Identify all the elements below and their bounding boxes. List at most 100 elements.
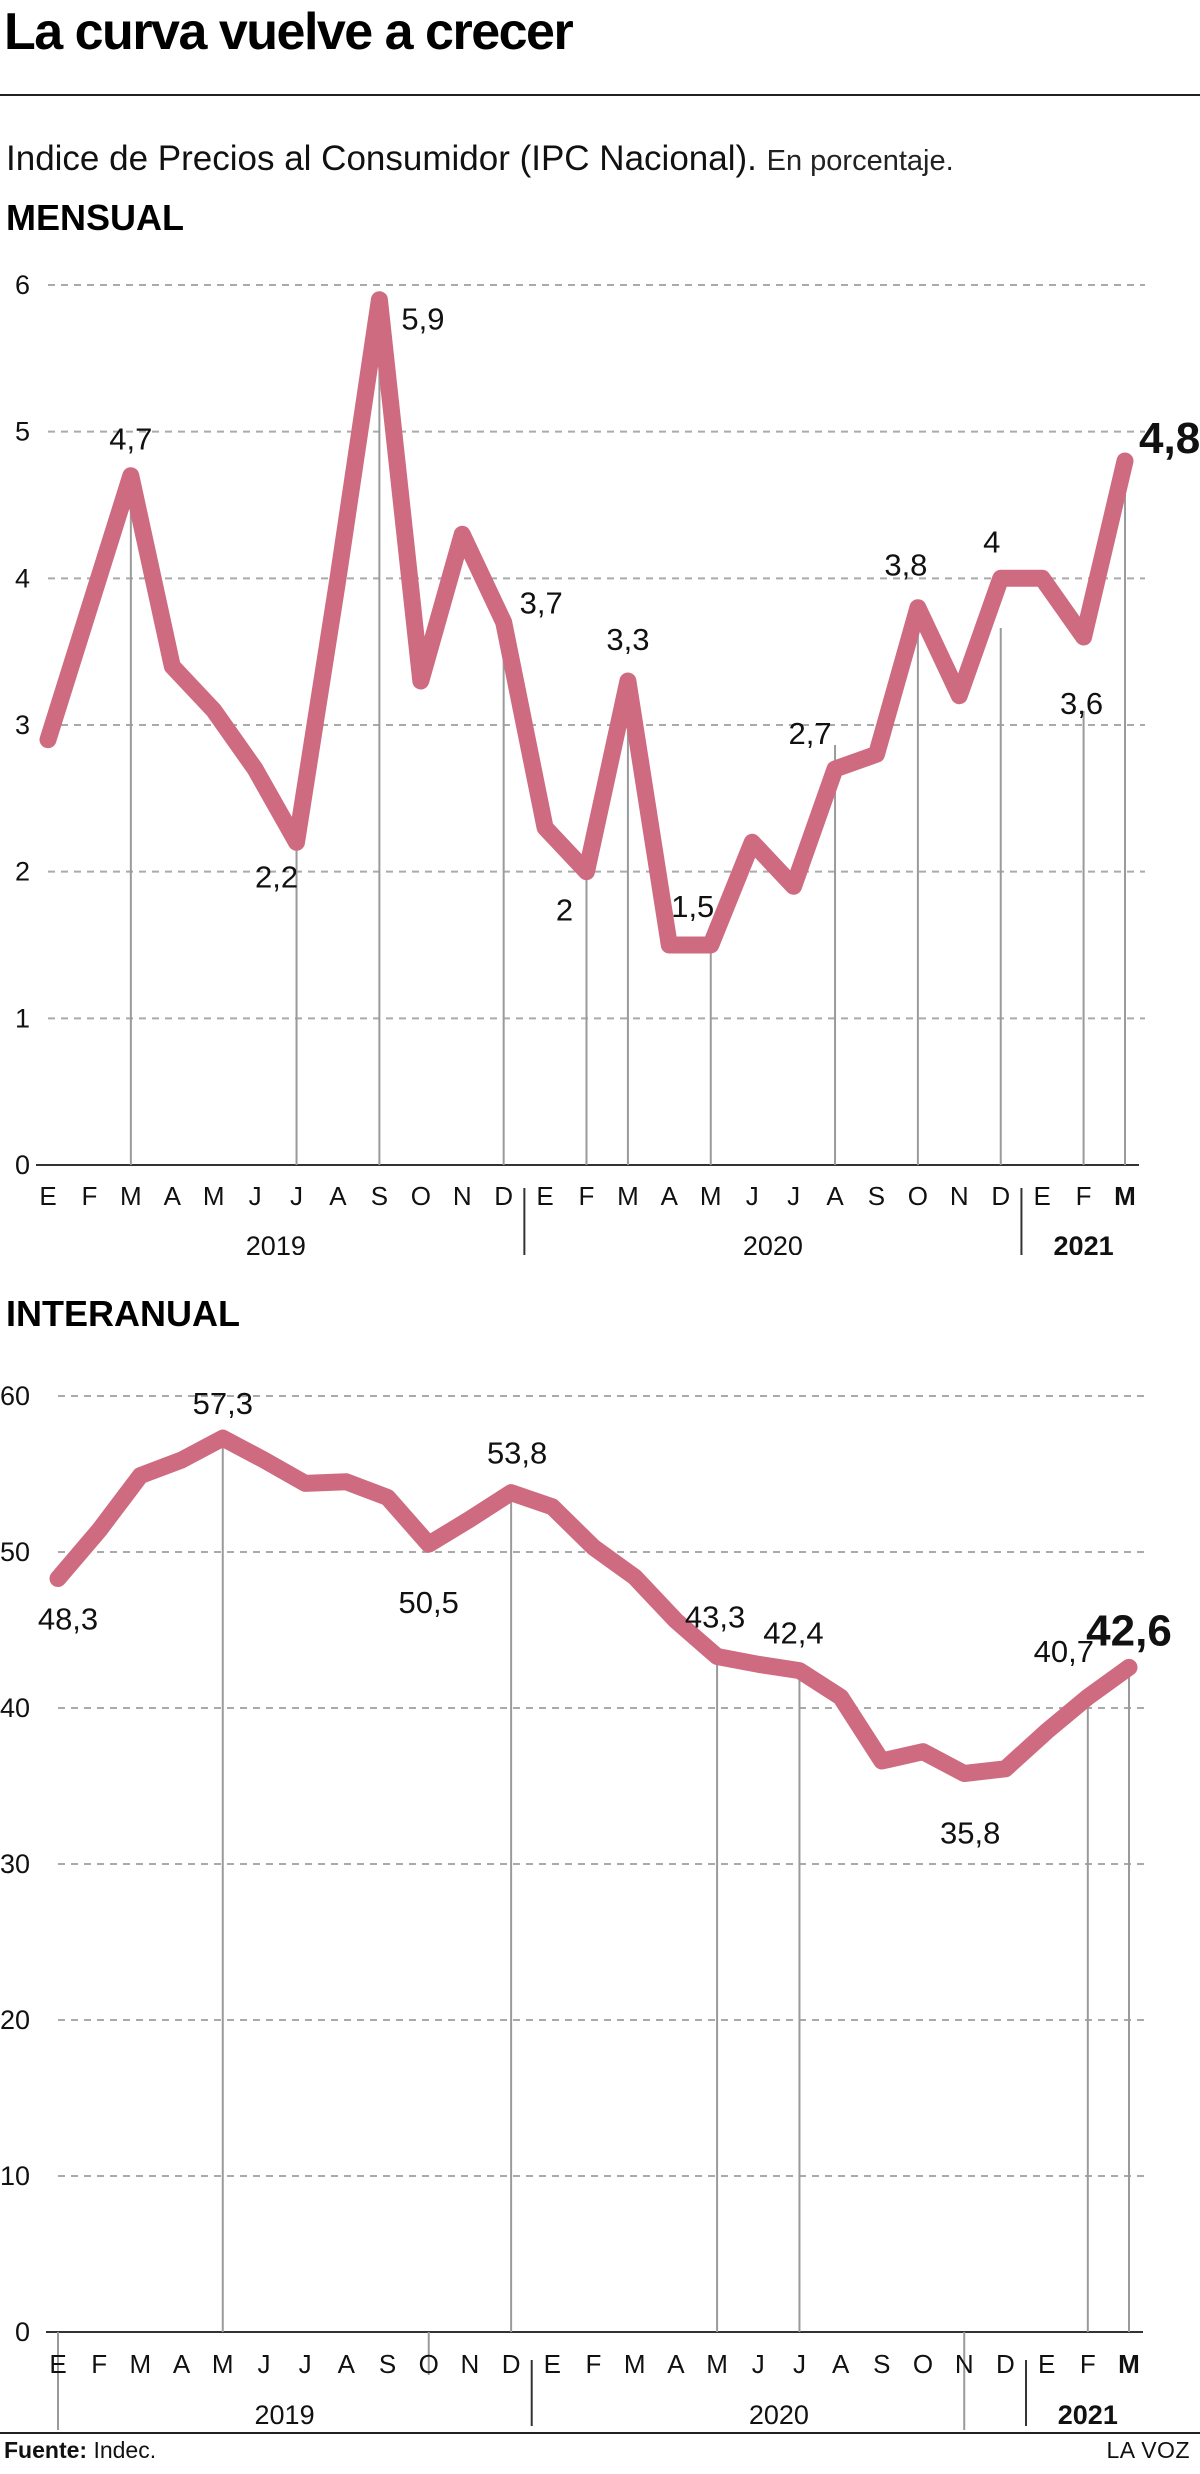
y-tick-label: 5: [15, 417, 30, 447]
x-tick-label: A: [329, 1181, 347, 1211]
x-tick-label: M: [706, 2349, 728, 2379]
x-tick-label: E: [536, 1181, 553, 1211]
x-tick-label: O: [411, 1181, 431, 1211]
x-tick-label: E: [39, 1181, 56, 1211]
data-label: 3,3: [606, 622, 649, 657]
data-label: 48,3: [38, 1602, 98, 1637]
y-tick-label: 50: [0, 1537, 30, 1567]
x-tick-label: O: [913, 2349, 933, 2379]
headline: La curva vuelve a crecer: [4, 3, 574, 61]
y-tick-label: 10: [0, 2161, 30, 2191]
data-label: 50,5: [399, 1585, 459, 1620]
x-tick-label: D: [996, 2349, 1015, 2379]
x-tick-label: M: [1114, 1181, 1136, 1211]
data-label: 1,5: [671, 889, 714, 924]
x-tick-label: M: [203, 1181, 225, 1211]
footer-rule: [0, 2432, 1200, 2434]
data-label: 2,7: [788, 716, 831, 751]
data-label: 42,4: [763, 1616, 823, 1651]
series-line: [39, 291, 1134, 954]
x-tick-label: E: [1038, 2349, 1055, 2379]
data-label: 4,8: [1139, 414, 1200, 463]
y-tick-label: 60: [0, 1381, 30, 1411]
x-tick-label: F: [91, 2349, 107, 2379]
x-tick-label: D: [991, 1181, 1010, 1211]
x-tick-label: D: [494, 1181, 513, 1211]
x-tick-label: E: [1033, 1181, 1050, 1211]
source-note: Fuente: Indec.: [4, 2437, 156, 2464]
data-label: 4: [983, 524, 1000, 559]
subtitle: Indice de Precios al Consumidor (IPC Nac…: [6, 139, 954, 179]
x-tick-label: N: [461, 2349, 480, 2379]
data-label: 42,6: [1086, 1606, 1172, 1655]
x-tick-label: M: [624, 2349, 646, 2379]
x-tick-label: J: [249, 1181, 262, 1211]
x-tick-label: J: [299, 2349, 312, 2379]
year-label: 2020: [743, 1231, 803, 1255]
data-label: 57,3: [193, 1386, 253, 1421]
subtitle-note: En porcentaje.: [766, 145, 954, 177]
x-tick-label: S: [868, 1181, 885, 1211]
data-label: 3,7: [520, 585, 563, 620]
x-tick-label: J: [793, 2349, 806, 2379]
y-tick-label: 0: [15, 2317, 30, 2347]
x-tick-label: J: [290, 1181, 303, 1211]
y-tick-label: 4: [15, 563, 30, 593]
y-tick-label: 1: [15, 1003, 30, 1033]
x-tick-label: A: [338, 2349, 356, 2379]
x-tick-label: N: [453, 1181, 472, 1211]
x-tick-label: A: [661, 1181, 679, 1211]
data-label: 2: [556, 893, 573, 928]
x-tick-label: E: [49, 2349, 66, 2379]
y-tick-label: 0: [15, 1150, 30, 1180]
year-label: 2019: [246, 1231, 306, 1255]
x-tick-label: F: [1080, 2349, 1096, 2379]
source-value: Indec.: [93, 2437, 157, 2463]
data-label: 3,8: [884, 548, 927, 583]
x-tick-label: S: [371, 1181, 388, 1211]
year-label: 2020: [749, 2400, 809, 2430]
year-label: 2019: [255, 2400, 315, 2430]
subtitle-main: Indice de Precios al Consumidor (IPC Nac…: [6, 139, 757, 178]
data-label: 40,7: [1034, 1634, 1094, 1669]
y-tick-label: 40: [0, 1693, 30, 1723]
x-tick-label: F: [586, 2349, 602, 2379]
data-label: 4,7: [109, 422, 152, 457]
year-label: 2021: [1058, 2400, 1118, 2430]
x-tick-label: N: [950, 1181, 969, 1211]
data-label: 53,8: [487, 1436, 547, 1471]
y-tick-label: 3: [15, 710, 30, 740]
year-label: 2021: [1054, 1231, 1114, 1255]
data-label: 43,3: [685, 1600, 745, 1635]
x-tick-label: J: [752, 2349, 765, 2379]
x-tick-label: O: [908, 1181, 928, 1211]
data-label: 2,2: [255, 859, 298, 894]
x-tick-label: E: [544, 2349, 561, 2379]
x-tick-label: S: [873, 2349, 890, 2379]
x-tick-label: D: [502, 2349, 521, 2379]
x-tick-label: M: [617, 1181, 639, 1211]
top-rule: [0, 94, 1200, 96]
y-tick-label: 6: [15, 270, 30, 300]
x-tick-label: A: [173, 2349, 191, 2379]
x-tick-label: A: [667, 2349, 685, 2379]
chart-title-annual: INTERANUAL: [6, 1293, 240, 1334]
x-tick-label: J: [746, 1181, 759, 1211]
data-label: 3,6: [1060, 686, 1103, 721]
x-tick-label: M: [700, 1181, 722, 1211]
data-label: 35,8: [940, 1816, 1000, 1851]
x-tick-label: M: [1118, 2349, 1140, 2379]
y-tick-label: 20: [0, 2005, 30, 2035]
brand-logo: LA VOZ: [1106, 2437, 1190, 2463]
chart-title-monthly: MENSUAL: [6, 197, 184, 238]
x-tick-label: M: [120, 1181, 142, 1211]
x-tick-label: M: [130, 2349, 152, 2379]
data-label: 5,9: [401, 302, 444, 337]
x-tick-label: A: [826, 1181, 844, 1211]
x-tick-label: A: [164, 1181, 182, 1211]
x-tick-label: J: [787, 1181, 800, 1211]
x-tick-label: F: [81, 1181, 97, 1211]
y-tick-label: 30: [0, 1849, 30, 1879]
x-tick-label: A: [832, 2349, 850, 2379]
